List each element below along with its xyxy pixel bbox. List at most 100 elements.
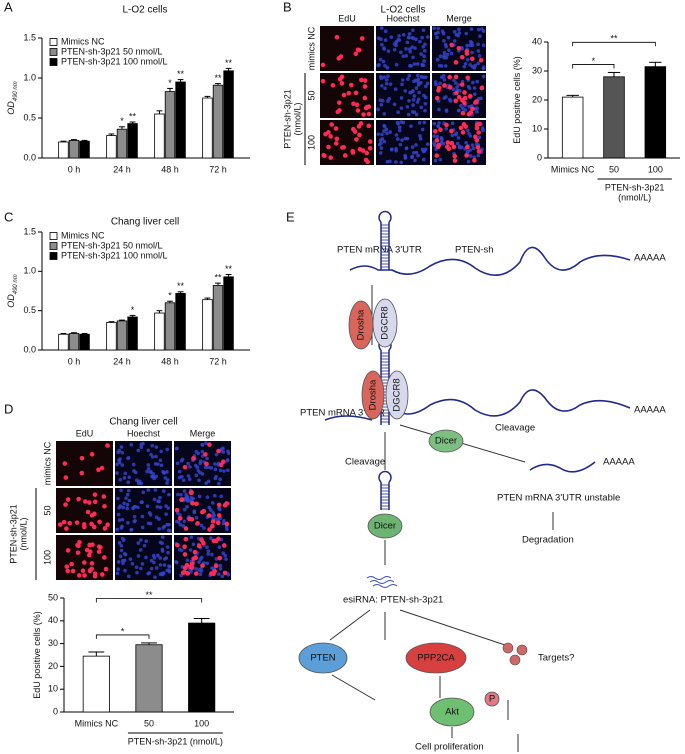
significance-bracket [572,41,656,47]
mrna-strand [529,461,596,473]
edu-nucleus [333,126,339,131]
nucleus [436,26,441,31]
nucleus [379,76,384,81]
edu-nucleus [340,145,345,150]
nucleus [196,451,201,456]
edu-nucleus [365,159,370,165]
significance: ** [177,69,185,79]
nucleus [158,458,163,463]
nucleus [214,452,219,457]
nucleus [142,543,147,548]
nucleus [377,142,382,147]
nucleus [409,124,413,128]
nucleus [377,63,381,67]
edu-nucleus [182,464,188,470]
nucleus [385,131,389,136]
nucleus [399,96,404,100]
protein [361,370,385,420]
nucleus [116,496,120,501]
edu-nucleus [63,502,68,507]
edu-nucleus [102,555,107,560]
edu-nucleus [329,122,334,127]
edu-nucleus [444,122,449,128]
edu-nucleus [199,537,204,543]
nucleus [174,560,179,565]
nucleus [471,80,475,85]
edu-nucleus [215,520,221,526]
nucleus [480,147,484,152]
nucleus [419,52,423,56]
row-label: mimics NC [42,441,52,485]
protein-label: Drosha [368,379,379,410]
nucleus [182,519,187,524]
group-label: (nmol/L) [18,517,28,550]
nucleus [413,158,417,163]
nucleus [399,106,404,110]
nucleus [166,550,170,555]
y-axis-label: EdU positive cells (%) [512,56,522,144]
nucleus [470,143,475,147]
edu-nucleus [460,97,465,103]
edu-nucleus [334,34,340,40]
nucleus [198,557,203,562]
bar [106,135,117,159]
edu-nucleus [320,78,326,84]
mrna-strand [349,246,631,276]
nucleus [424,84,428,89]
edu-nucleus [84,547,90,553]
nucleus [225,458,230,463]
nucleus [160,547,165,552]
nucleus [124,496,128,500]
nucleus [442,38,446,43]
edu-nucleus [102,503,107,509]
nucleus [162,489,166,493]
nucleus [156,462,160,466]
edu-nucleus [468,110,474,115]
edu-nucleus [203,452,208,457]
legend-swatch [49,58,58,66]
nucleus [420,63,425,68]
edu-nucleus [444,144,450,150]
nucleus [383,29,388,33]
nucleus [192,510,197,515]
nucleus [382,46,386,50]
nucleus [202,526,206,530]
edu-nucleus [336,100,342,105]
nucleus [466,159,471,164]
bar [82,655,110,713]
edu-nucleus [87,500,92,505]
nucleus [416,97,421,102]
edu-nucleus [184,562,190,568]
nucleus [144,555,148,560]
nucleus [397,125,402,130]
nucleus [199,569,204,573]
edu-nucleus [65,548,71,553]
x-tick-label: 24 h [113,356,131,366]
significance: ** [225,264,233,274]
edu-nucleus [204,461,209,467]
edu-nucleus [338,54,344,59]
legend-swatch [49,242,58,250]
sirna [372,584,398,588]
nucleus [125,506,129,511]
nucleus [413,46,417,50]
nucleus [423,42,427,47]
nucleus [118,477,123,482]
edu-nucleus [465,75,471,81]
edu-nucleus [341,92,347,98]
edu-nucleus [195,520,200,526]
nucleus [481,43,486,48]
row-label: 50 [42,505,52,515]
nucleus [448,99,453,103]
nucleus [392,102,397,107]
nucleus [119,488,123,493]
edu-nucleus [193,571,199,576]
bar [603,76,625,159]
y-axis-label: OD [6,101,16,115]
edu-nucleus [474,125,480,131]
nucleus [463,108,468,112]
nucleus [119,548,124,553]
column-label: Hoechst [386,13,420,23]
bar [212,285,224,351]
nucleus [191,542,196,547]
